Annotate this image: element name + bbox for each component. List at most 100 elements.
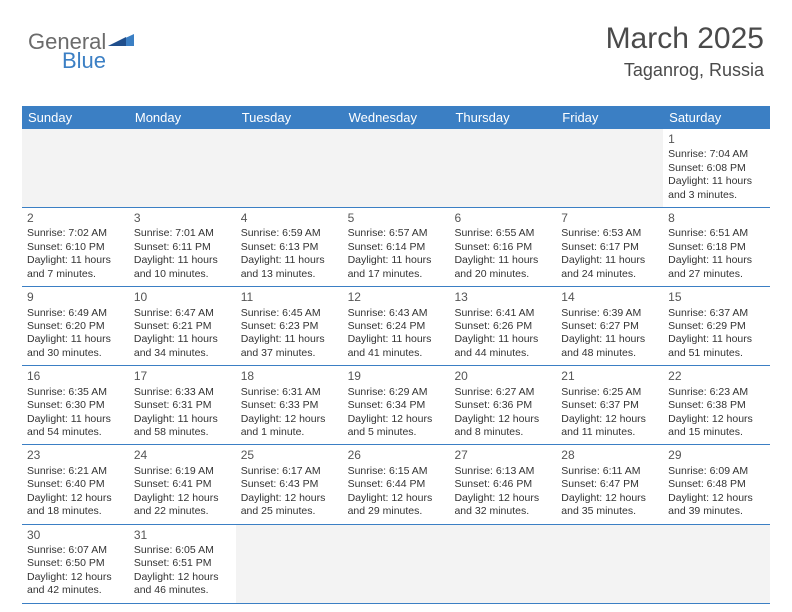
sunrise-text: Sunrise: 6:11 AM [561, 465, 658, 478]
sunrise-text: Sunrise: 6:21 AM [27, 465, 124, 478]
sunset-text: Sunset: 6:24 PM [348, 320, 445, 333]
day-number: 14 [561, 290, 658, 305]
sunrise-text: Sunrise: 6:47 AM [134, 307, 231, 320]
sunset-text: Sunset: 6:08 PM [668, 162, 765, 175]
sunset-text: Sunset: 6:10 PM [27, 241, 124, 254]
calendar-cell: 20Sunrise: 6:27 AMSunset: 6:36 PMDayligh… [449, 366, 556, 444]
sunset-text: Sunset: 6:27 PM [561, 320, 658, 333]
day-header-cell: Saturday [663, 106, 770, 129]
calendar-cell: 10Sunrise: 6:47 AMSunset: 6:21 PMDayligh… [129, 287, 236, 365]
month-title: March 2025 [606, 22, 764, 56]
sunset-text: Sunset: 6:33 PM [241, 399, 338, 412]
day-number: 22 [668, 369, 765, 384]
daylight-text: Daylight: 12 hours and 5 minutes. [348, 413, 445, 440]
sunset-text: Sunset: 6:50 PM [27, 557, 124, 570]
sunset-text: Sunset: 6:20 PM [27, 320, 124, 333]
calendar-cell-blank [236, 525, 343, 603]
day-number: 29 [668, 448, 765, 463]
sunrise-text: Sunrise: 6:59 AM [241, 227, 338, 240]
sunset-text: Sunset: 6:17 PM [561, 241, 658, 254]
day-number: 30 [27, 528, 124, 543]
week-row: 16Sunrise: 6:35 AMSunset: 6:30 PMDayligh… [22, 366, 770, 445]
daylight-text: Daylight: 11 hours and 20 minutes. [454, 254, 551, 281]
daylight-text: Daylight: 11 hours and 54 minutes. [27, 413, 124, 440]
day-number: 21 [561, 369, 658, 384]
sunrise-text: Sunrise: 6:41 AM [454, 307, 551, 320]
sunrise-text: Sunrise: 6:55 AM [454, 227, 551, 240]
sunrise-text: Sunrise: 6:57 AM [348, 227, 445, 240]
sunrise-text: Sunrise: 6:09 AM [668, 465, 765, 478]
calendar-cell: 14Sunrise: 6:39 AMSunset: 6:27 PMDayligh… [556, 287, 663, 365]
day-number: 28 [561, 448, 658, 463]
logo-text-blue: Blue [62, 48, 106, 74]
sunrise-text: Sunrise: 6:17 AM [241, 465, 338, 478]
week-row: 23Sunrise: 6:21 AMSunset: 6:40 PMDayligh… [22, 445, 770, 524]
header-right: March 2025 Taganrog, Russia [606, 22, 764, 81]
calendar-cell: 15Sunrise: 6:37 AMSunset: 6:29 PMDayligh… [663, 287, 770, 365]
daylight-text: Daylight: 11 hours and 44 minutes. [454, 333, 551, 360]
sunset-text: Sunset: 6:41 PM [134, 478, 231, 491]
day-number: 9 [27, 290, 124, 305]
sunset-text: Sunset: 6:48 PM [668, 478, 765, 491]
day-header-cell: Tuesday [236, 106, 343, 129]
sunrise-text: Sunrise: 6:07 AM [27, 544, 124, 557]
sunrise-text: Sunrise: 6:29 AM [348, 386, 445, 399]
calendar-cell: 19Sunrise: 6:29 AMSunset: 6:34 PMDayligh… [343, 366, 450, 444]
daylight-text: Daylight: 11 hours and 30 minutes. [27, 333, 124, 360]
day-number: 10 [134, 290, 231, 305]
day-number: 17 [134, 369, 231, 384]
day-number: 11 [241, 290, 338, 305]
daylight-text: Daylight: 12 hours and 18 minutes. [27, 492, 124, 519]
day-number: 1 [668, 132, 765, 147]
daylight-text: Daylight: 12 hours and 11 minutes. [561, 413, 658, 440]
sunrise-text: Sunrise: 6:05 AM [134, 544, 231, 557]
day-number: 13 [454, 290, 551, 305]
day-number: 18 [241, 369, 338, 384]
sunset-text: Sunset: 6:13 PM [241, 241, 338, 254]
sunset-text: Sunset: 6:37 PM [561, 399, 658, 412]
calendar-cell: 29 Sunrise: 6:09 AMSunset: 6:48 PMDayligh… [663, 445, 770, 523]
daylight-text: Daylight: 11 hours and 34 minutes. [134, 333, 231, 360]
sunset-text: Sunset: 6:23 PM [241, 320, 338, 333]
daylight-text: Daylight: 11 hours and 13 minutes. [241, 254, 338, 281]
daylight-text: Daylight: 12 hours and 35 minutes. [561, 492, 658, 519]
daylight-text: Daylight: 11 hours and 48 minutes. [561, 333, 658, 360]
calendar-cell: 12Sunrise: 6:43 AMSunset: 6:24 PMDayligh… [343, 287, 450, 365]
calendar-cell-blank [129, 129, 236, 207]
day-header-cell: Monday [129, 106, 236, 129]
sunrise-text: Sunrise: 7:02 AM [27, 227, 124, 240]
day-number: 25 [241, 448, 338, 463]
day-header-cell: Sunday [22, 106, 129, 129]
calendar-cell: 7Sunrise: 6:53 AMSunset: 6:17 PMDaylight… [556, 208, 663, 286]
calendar-cell: 2Sunrise: 7:02 AMSunset: 6:10 PMDaylight… [22, 208, 129, 286]
daylight-text: Daylight: 12 hours and 42 minutes. [27, 571, 124, 598]
calendar-cell: 5Sunrise: 6:57 AMSunset: 6:14 PMDaylight… [343, 208, 450, 286]
day-number: 27 [454, 448, 551, 463]
sunrise-text: Sunrise: 6:51 AM [668, 227, 765, 240]
logo-flag-icon [108, 28, 134, 46]
day-number: 7 [561, 211, 658, 226]
logo-blue-row: Blue [62, 48, 106, 74]
sunset-text: Sunset: 6:40 PM [27, 478, 124, 491]
daylight-text: Daylight: 12 hours and 46 minutes. [134, 571, 231, 598]
sunrise-text: Sunrise: 6:53 AM [561, 227, 658, 240]
daylight-text: Daylight: 12 hours and 29 minutes. [348, 492, 445, 519]
day-number: 20 [454, 369, 551, 384]
sunrise-text: Sunrise: 6:13 AM [454, 465, 551, 478]
calendar-cell: 4Sunrise: 6:59 AMSunset: 6:13 PMDaylight… [236, 208, 343, 286]
sunset-text: Sunset: 6:47 PM [561, 478, 658, 491]
calendar-cell: 9Sunrise: 6:49 AMSunset: 6:20 PMDaylight… [22, 287, 129, 365]
calendar-cell-blank [449, 129, 556, 207]
daylight-text: Daylight: 12 hours and 22 minutes. [134, 492, 231, 519]
week-row: 30Sunrise: 6:07 AMSunset: 6:50 PMDayligh… [22, 525, 770, 604]
calendar-cell: 21Sunrise: 6:25 AMSunset: 6:37 PMDayligh… [556, 366, 663, 444]
calendar-cell: 22Sunrise: 6:23 AMSunset: 6:38 PMDayligh… [663, 366, 770, 444]
calendar-cell: 26Sunrise: 6:15 AMSunset: 6:44 PMDayligh… [343, 445, 450, 523]
calendar-cell: 11Sunrise: 6:45 AMSunset: 6:23 PMDayligh… [236, 287, 343, 365]
location: Taganrog, Russia [606, 60, 764, 81]
daylight-text: Daylight: 11 hours and 51 minutes. [668, 333, 765, 360]
sunrise-text: Sunrise: 6:33 AM [134, 386, 231, 399]
daylight-text: Daylight: 12 hours and 39 minutes. [668, 492, 765, 519]
sunset-text: Sunset: 6:44 PM [348, 478, 445, 491]
day-number: 26 [348, 448, 445, 463]
